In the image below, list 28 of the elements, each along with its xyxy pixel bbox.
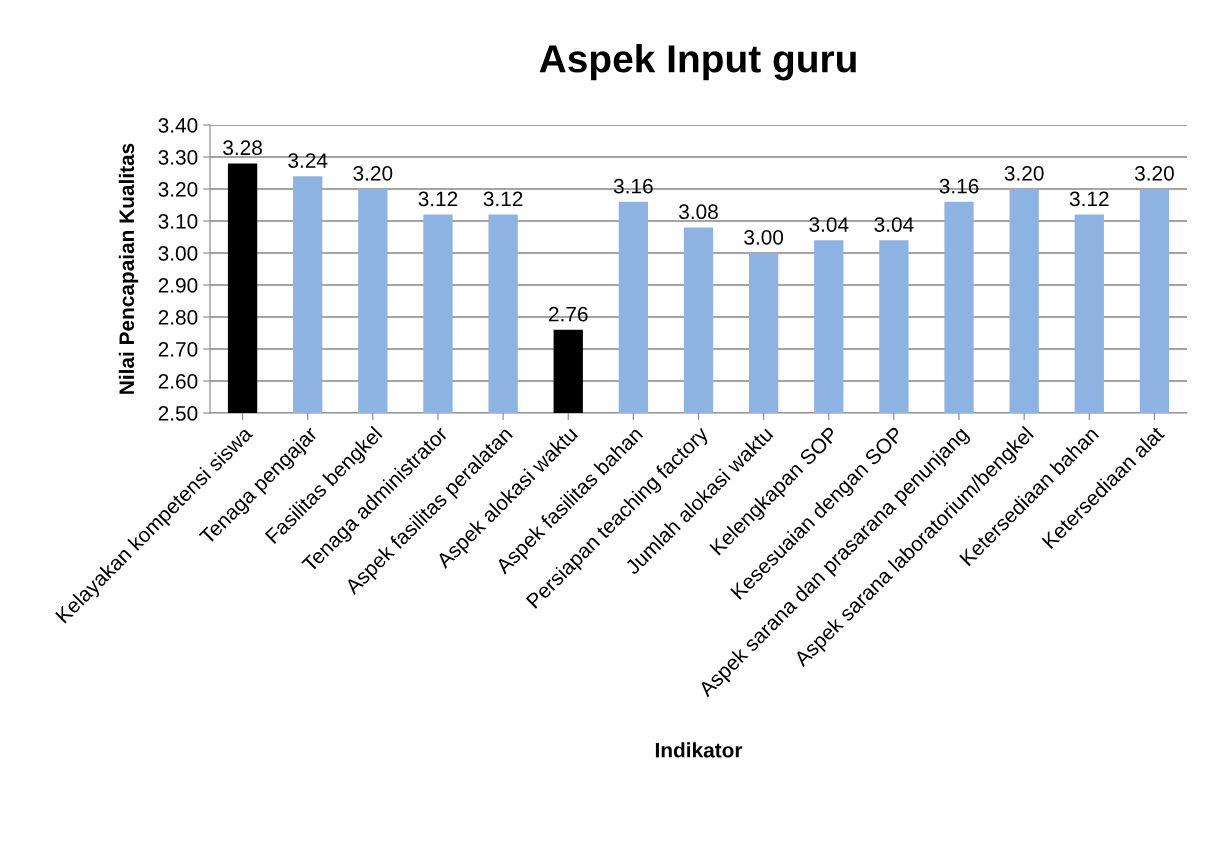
data-label: 3.16 [939,178,979,194]
y-tick-label: 3.10 [158,214,198,229]
y-tick-label: 2.50 [158,406,198,421]
data-label: 3.24 [288,153,328,168]
data-label: 3.12 [483,191,523,207]
y-tick-label: 2.90 [158,278,198,293]
data-label: 3.16 [613,178,653,194]
data-label: 3.04 [809,217,849,232]
data-label: 3.04 [874,217,914,232]
data-label: 3.20 [1134,165,1174,181]
y-tick-label: 3.20 [158,182,198,197]
y-tick-label: 2.70 [158,342,198,357]
data-label: 3.08 [679,204,718,220]
x-axis-title: Indikator [655,742,743,758]
y-axis-title: Nilai Pencapaian Kualitas [118,143,139,394]
y-tick-label: 3.40 [158,118,198,133]
chart-title: Aspek Input guru [539,44,856,81]
data-label: 3.12 [1069,191,1109,207]
data-label: 3.20 [1004,165,1044,181]
y-tick-label: 2.60 [158,374,198,389]
data-label: 3.00 [744,229,784,245]
y-tick-label: 3.00 [158,246,198,261]
y-tick-label: 2.80 [158,310,198,325]
data-label: 3.12 [418,191,458,207]
y-tick-label: 3.30 [158,150,198,165]
data-label: 3.28 [223,140,262,156]
data-label: 2.76 [549,306,588,322]
data-label: 3.20 [353,165,393,181]
